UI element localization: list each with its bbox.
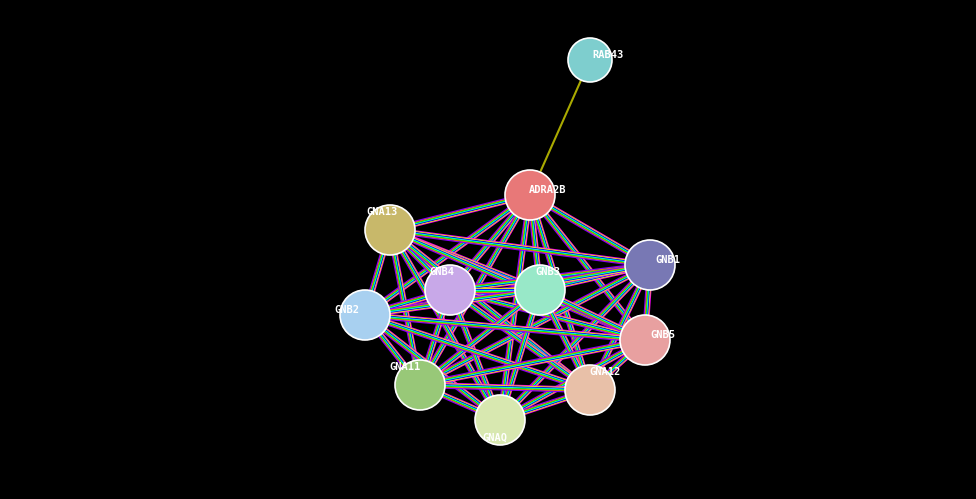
Text: ADRA2B: ADRA2B bbox=[529, 185, 567, 195]
Circle shape bbox=[425, 265, 475, 315]
Circle shape bbox=[340, 290, 390, 340]
Circle shape bbox=[620, 315, 670, 365]
Text: GNA12: GNA12 bbox=[590, 367, 621, 377]
Circle shape bbox=[365, 205, 415, 255]
Circle shape bbox=[565, 365, 615, 415]
Circle shape bbox=[515, 265, 565, 315]
Circle shape bbox=[568, 38, 612, 82]
Text: GNB3: GNB3 bbox=[536, 267, 560, 277]
Circle shape bbox=[505, 170, 555, 220]
Text: GNAQ: GNAQ bbox=[482, 433, 508, 443]
Circle shape bbox=[395, 360, 445, 410]
Text: RAB43: RAB43 bbox=[592, 50, 624, 60]
Circle shape bbox=[475, 395, 525, 445]
Text: GNB1: GNB1 bbox=[656, 255, 680, 265]
Text: GNB5: GNB5 bbox=[650, 330, 675, 340]
Circle shape bbox=[625, 240, 675, 290]
Text: GNA11: GNA11 bbox=[389, 362, 421, 372]
Text: GNB2: GNB2 bbox=[335, 305, 359, 315]
Text: GNA13: GNA13 bbox=[366, 207, 397, 217]
Text: GNB4: GNB4 bbox=[429, 267, 455, 277]
